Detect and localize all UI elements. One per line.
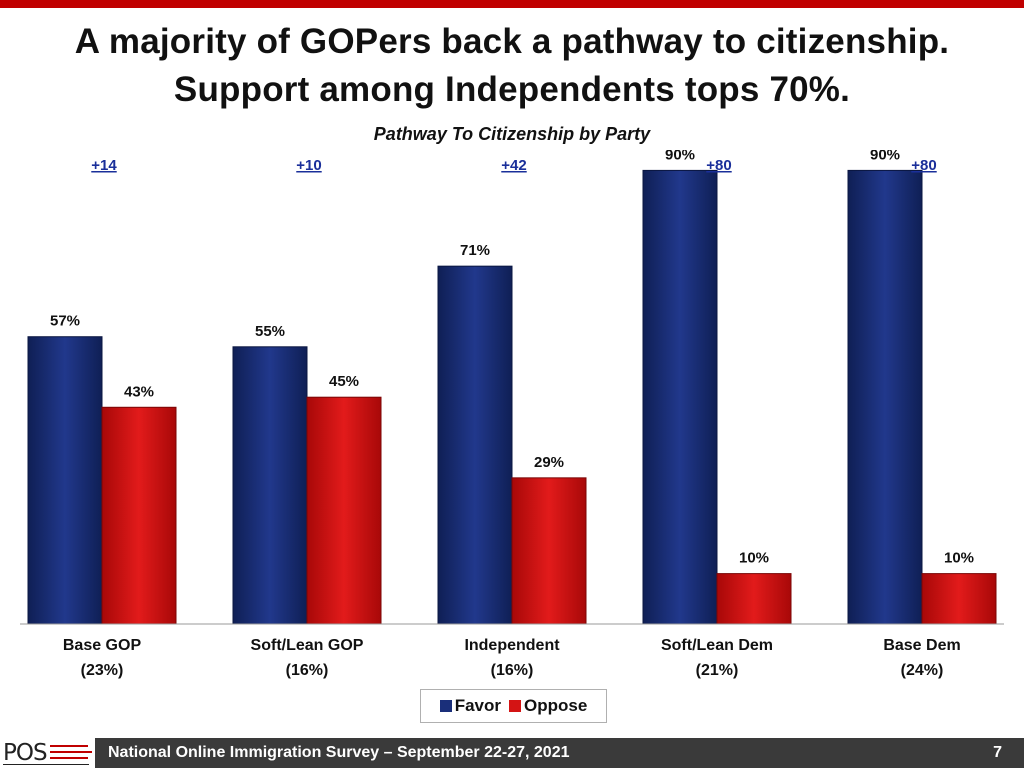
legend-oppose-swatch <box>509 700 521 712</box>
bar-oppose <box>101 406 177 625</box>
data-label-oppose: 45% <box>329 373 359 390</box>
data-label-favor: 55% <box>255 323 285 340</box>
category-label: Base Dem <box>883 637 960 654</box>
chart-subtitle: Pathway To Citizenship by Party <box>373 124 651 144</box>
logo-text: POS <box>3 740 48 766</box>
legend-favor: Favor <box>439 696 501 716</box>
margin-label: +10 <box>296 157 321 174</box>
title-line-1: A majority of GOPers back a pathway to c… <box>74 22 950 61</box>
footer-bar: POS National Online Immigration Survey –… <box>0 738 1024 768</box>
category-share-label: (16%) <box>491 662 534 679</box>
bar-oppose <box>511 477 587 625</box>
margin-label: +42 <box>501 157 526 174</box>
category-share-label: (24%) <box>901 662 944 679</box>
bar-favor <box>437 265 513 625</box>
margin-label: +80 <box>706 157 731 174</box>
data-label-oppose: 10% <box>944 550 974 567</box>
bar-favor <box>27 336 103 625</box>
bar-chart: 57% 43% Base GOP (23%) +14 55% 45% Soft/Lean GO… <box>20 150 1004 679</box>
bar-oppose <box>716 573 792 625</box>
margin-label: +14 <box>91 157 117 174</box>
category-label: Base GOP <box>63 637 142 654</box>
data-label-oppose: 29% <box>534 454 564 471</box>
title-line-2: Support among Independents tops 70%. <box>173 70 851 109</box>
bar-oppose <box>921 573 997 625</box>
page-number: 7 <box>993 744 1002 761</box>
legend-favor-swatch <box>439 700 452 712</box>
data-label-oppose: 10% <box>739 550 769 567</box>
category-share-label: (23%) <box>81 662 124 679</box>
bar-favor <box>642 169 718 625</box>
category-share-label: (21%) <box>696 662 739 679</box>
bar-favor <box>232 346 308 625</box>
margin-label: +80 <box>911 157 936 174</box>
category-label: Independent <box>464 637 560 654</box>
data-label-favor: 71% <box>460 242 490 259</box>
legend-favor-label: Favor <box>454 696 501 715</box>
top-accent-bar <box>0 0 1024 8</box>
category-label: Soft/Lean GOP <box>251 637 364 654</box>
legend-oppose: Oppose <box>509 696 587 716</box>
data-label-oppose: 43% <box>124 383 154 400</box>
pos-logo: POS <box>0 738 95 768</box>
category-label: Soft/Lean Dem <box>661 637 773 654</box>
data-label-favor: 90% <box>665 150 695 163</box>
data-label-favor: 57% <box>50 313 80 330</box>
bar-oppose <box>306 396 382 625</box>
legend-oppose-label: Oppose <box>524 696 588 715</box>
bar-favor <box>847 169 923 625</box>
category-share-label: (16%) <box>286 662 329 679</box>
footer-survey-text: National Online Immigration Survey – Sep… <box>108 744 570 761</box>
chart-legend: Favor Oppose <box>420 689 607 723</box>
data-label-favor: 90% <box>870 150 900 163</box>
